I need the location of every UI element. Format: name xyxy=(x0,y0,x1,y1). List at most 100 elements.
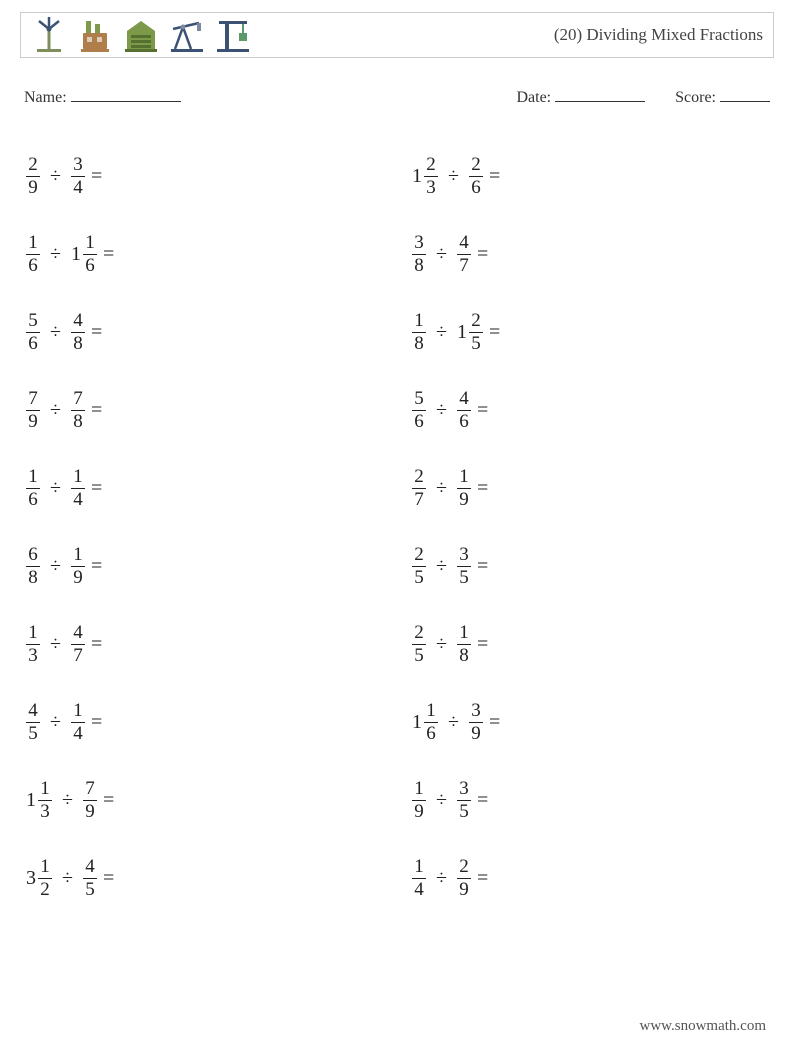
numerator: 3 xyxy=(457,779,471,799)
equals-sign: = xyxy=(477,399,488,422)
equals-sign: = xyxy=(477,243,488,266)
numerator: 2 xyxy=(412,545,426,565)
fraction: 1 8 xyxy=(457,623,471,666)
numerator: 4 xyxy=(71,623,85,643)
denominator: 8 xyxy=(412,334,426,354)
numerator: 2 xyxy=(457,857,471,877)
problem: 1 3 ÷ 4 7 = xyxy=(26,605,382,683)
problem: 5 6 ÷ 4 6 = xyxy=(412,371,768,449)
fraction: 1 9 xyxy=(71,545,85,588)
numerator: 6 xyxy=(26,545,40,565)
denominator: 5 xyxy=(469,334,483,354)
fraction: 2 3 xyxy=(424,155,438,198)
operator-divide: ÷ xyxy=(50,711,61,734)
numerator: 2 xyxy=(424,155,438,175)
numerator: 1 xyxy=(71,545,85,565)
date-blank[interactable] xyxy=(555,86,645,102)
problem: 1 6 ÷ 1 4 = xyxy=(26,449,382,527)
fraction: 1 6 xyxy=(424,701,438,744)
denominator: 5 xyxy=(457,802,471,822)
numerator: 2 xyxy=(412,467,426,487)
denominator: 6 xyxy=(26,256,40,276)
whole-part: 1 xyxy=(412,711,422,734)
problem: 1 4 ÷ 2 9 = xyxy=(412,839,768,917)
equals-sign: = xyxy=(103,867,114,890)
fraction: 7 8 xyxy=(71,389,85,432)
fraction: 1 9 xyxy=(457,467,471,510)
operator-divide: ÷ xyxy=(436,243,447,266)
header-icons xyxy=(31,17,251,53)
operator-divide: ÷ xyxy=(50,165,61,188)
operator-divide: ÷ xyxy=(50,243,61,266)
denominator: 5 xyxy=(83,880,97,900)
equals-sign: = xyxy=(91,555,102,578)
denominator: 4 xyxy=(71,724,85,744)
numerator: 1 xyxy=(38,857,52,877)
equals-sign: = xyxy=(91,477,102,500)
numerator: 1 xyxy=(71,701,85,721)
denominator: 5 xyxy=(26,724,40,744)
operator-divide: ÷ xyxy=(448,165,459,188)
numerator: 5 xyxy=(412,389,426,409)
numerator: 1 xyxy=(412,857,426,877)
worksheet-header: (20) Dividing Mixed Fractions xyxy=(20,12,774,58)
fraction: 1 2 xyxy=(38,857,52,900)
problem: 3 8 ÷ 4 7 = xyxy=(412,215,768,293)
numerator: 1 xyxy=(71,467,85,487)
numerator: 3 xyxy=(71,155,85,175)
denominator: 8 xyxy=(412,256,426,276)
denominator: 3 xyxy=(26,646,40,666)
problem: 2 5 ÷ 1 8 = xyxy=(412,605,768,683)
fraction: 2 9 xyxy=(457,857,471,900)
numerator: 1 xyxy=(412,779,426,799)
operator-divide: ÷ xyxy=(436,477,447,500)
denominator: 9 xyxy=(71,568,85,588)
equals-sign: = xyxy=(477,555,488,578)
problem: 1 2 3 ÷ 2 6 = xyxy=(412,137,768,215)
numerator: 3 xyxy=(469,701,483,721)
equals-sign: = xyxy=(91,165,102,188)
numerator: 1 xyxy=(424,701,438,721)
problem: 6 8 ÷ 1 9 = xyxy=(26,527,382,605)
numerator: 2 xyxy=(412,623,426,643)
problem: 1 1 6 ÷ 3 9 = xyxy=(412,683,768,761)
fraction: 2 5 xyxy=(412,623,426,666)
whole-part: 1 xyxy=(71,243,81,266)
meta-date: Date: xyxy=(516,86,645,107)
fraction: 3 5 xyxy=(457,779,471,822)
equals-sign: = xyxy=(103,789,114,812)
denominator: 3 xyxy=(38,802,52,822)
equals-sign: = xyxy=(489,711,500,734)
denominator: 4 xyxy=(71,490,85,510)
denominator: 9 xyxy=(26,412,40,432)
numerator: 1 xyxy=(26,233,40,253)
denominator: 7 xyxy=(71,646,85,666)
problem: 2 5 ÷ 3 5 = xyxy=(412,527,768,605)
meta-score: Score: xyxy=(675,86,770,107)
fraction: 1 9 xyxy=(412,779,426,822)
numerator: 1 xyxy=(83,233,97,253)
problem: 1 8 ÷1 2 5 = xyxy=(412,293,768,371)
equals-sign: = xyxy=(91,399,102,422)
numerator: 1 xyxy=(38,779,52,799)
operator-divide: ÷ xyxy=(50,477,61,500)
whole-part: 1 xyxy=(412,165,422,188)
equals-sign: = xyxy=(91,321,102,344)
problem: 1 6 ÷1 1 6 = xyxy=(26,215,382,293)
fraction: 1 4 xyxy=(71,467,85,510)
fraction: 1 6 xyxy=(26,233,40,276)
crane-icon xyxy=(215,17,251,53)
name-blank[interactable] xyxy=(71,86,181,102)
score-blank[interactable] xyxy=(720,86,770,102)
operator-divide: ÷ xyxy=(62,789,73,812)
factory-icon xyxy=(77,17,113,53)
fraction: 1 4 xyxy=(71,701,85,744)
denominator: 6 xyxy=(26,334,40,354)
equals-sign: = xyxy=(477,477,488,500)
fraction: 7 9 xyxy=(26,389,40,432)
numerator: 7 xyxy=(71,389,85,409)
fraction: 2 6 xyxy=(469,155,483,198)
denominator: 5 xyxy=(412,568,426,588)
problem: 1 9 ÷ 3 5 = xyxy=(412,761,768,839)
denominator: 3 xyxy=(424,178,438,198)
